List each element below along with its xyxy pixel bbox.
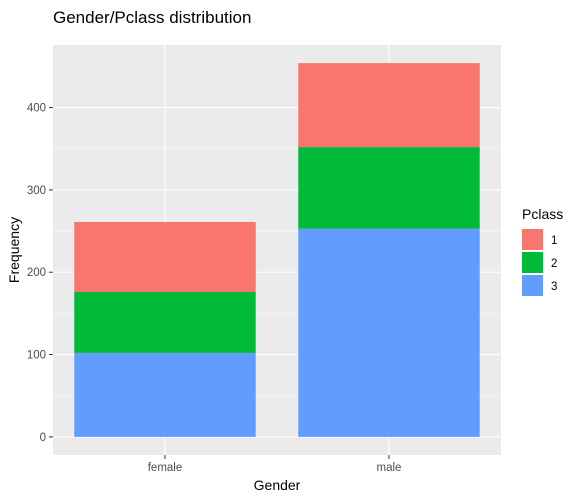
legend: Pclass 1 2 3 bbox=[522, 206, 563, 296]
y-axis-title: Frequency bbox=[6, 217, 22, 283]
x-tick-label: male bbox=[377, 462, 402, 474]
x-tick-label: female bbox=[148, 462, 183, 474]
y-tick-label: 0 bbox=[40, 432, 46, 444]
x-axis-title: Gender bbox=[254, 477, 301, 493]
x-axis: female male bbox=[148, 455, 402, 474]
legend-title: Pclass bbox=[522, 206, 563, 222]
y-tick-label: 300 bbox=[27, 185, 46, 197]
legend-label-3: 3 bbox=[551, 281, 557, 293]
y-tick-label: 200 bbox=[27, 267, 46, 279]
legend-label-1: 1 bbox=[551, 235, 557, 247]
y-tick-label: 400 bbox=[27, 103, 46, 115]
y-axis: 0 100 200 300 400 bbox=[27, 103, 53, 444]
legend-items: 1 2 3 bbox=[522, 229, 557, 296]
legend-swatch-1 bbox=[522, 229, 543, 250]
bars bbox=[74, 63, 480, 437]
y-tick-label: 100 bbox=[27, 350, 46, 362]
legend-label-2: 2 bbox=[551, 258, 557, 270]
bar-male-pclass-1 bbox=[298, 63, 480, 148]
chart-title: Gender/Pclass distribution bbox=[53, 8, 251, 27]
bar-female-pclass-2 bbox=[74, 291, 256, 353]
bar-male-pclass-3 bbox=[298, 228, 480, 437]
bar-female-pclass-3 bbox=[74, 352, 256, 437]
bar-male-pclass-2 bbox=[298, 147, 480, 229]
legend-swatch-2 bbox=[522, 252, 543, 273]
bar-female-pclass-1 bbox=[74, 222, 256, 292]
legend-swatch-3 bbox=[522, 275, 543, 296]
